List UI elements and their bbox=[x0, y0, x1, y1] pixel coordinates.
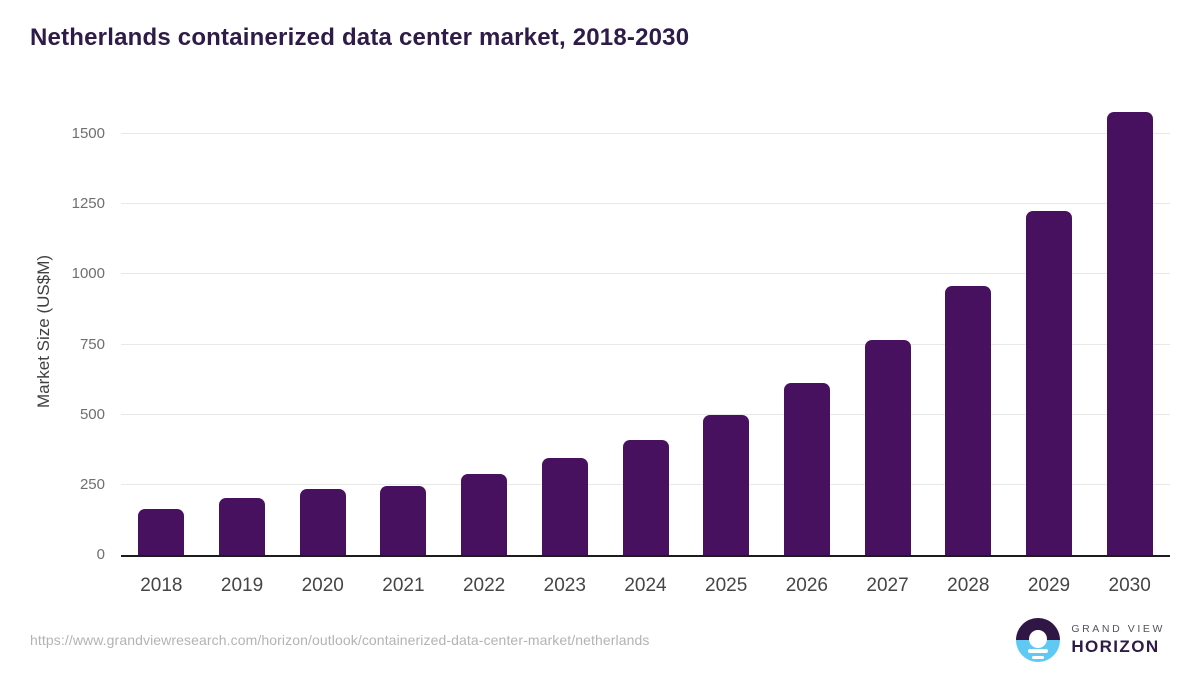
bar-2030[interactable] bbox=[1106, 112, 1153, 555]
x-tick-label-2020: 2020 bbox=[301, 575, 344, 596]
bar-2018[interactable] bbox=[138, 508, 185, 555]
bar-chart: Market Size (US$M) 0 250 500 750 1000 1250 150… bbox=[30, 82, 1170, 602]
bar-2025[interactable] bbox=[703, 414, 750, 555]
x-tick-label-2030: 2030 bbox=[1108, 575, 1151, 596]
logo-text: GRAND VIEW HORIZON bbox=[1071, 623, 1165, 657]
chart-title: Netherlands containerized data center ma… bbox=[30, 24, 690, 51]
source-url: https://www.grandviewresearch.com/horizo… bbox=[30, 632, 650, 648]
gridline-1000 bbox=[121, 273, 1170, 275]
x-tick-label-2021: 2021 bbox=[382, 575, 425, 596]
x-tick-label-2023: 2023 bbox=[543, 575, 586, 596]
bar-2023[interactable] bbox=[541, 458, 588, 555]
x-axis-line bbox=[121, 555, 1170, 557]
gridline-1500 bbox=[121, 133, 1170, 135]
bar-2021[interactable] bbox=[380, 485, 427, 555]
bar-2026[interactable] bbox=[783, 383, 830, 555]
x-tick-label-2025: 2025 bbox=[705, 575, 748, 596]
x-tick-label-2024: 2024 bbox=[624, 575, 667, 596]
y-tick-label-0: 0 bbox=[96, 546, 105, 563]
gridline-500 bbox=[121, 413, 1170, 415]
bar-2027[interactable] bbox=[864, 340, 911, 555]
y-tick-label-1500: 1500 bbox=[71, 125, 105, 143]
x-tick-label-2028: 2028 bbox=[947, 575, 990, 596]
bar-2020[interactable] bbox=[299, 489, 346, 555]
bar-2028[interactable] bbox=[945, 285, 992, 555]
y-tick-label-1250: 1250 bbox=[71, 195, 105, 213]
y-tick-label-1000: 1000 bbox=[71, 265, 105, 283]
reflection-line-icon bbox=[1032, 655, 1045, 659]
gridline-750 bbox=[121, 343, 1170, 345]
bar-2019[interactable] bbox=[219, 498, 266, 555]
horizon-sunset-icon bbox=[1016, 618, 1061, 662]
y-tick-label-250: 250 bbox=[79, 475, 105, 493]
gridline-1250 bbox=[121, 203, 1170, 205]
x-tick-label-2029: 2029 bbox=[1027, 575, 1071, 596]
bar-2029[interactable] bbox=[1025, 211, 1072, 555]
x-tick-label-2018: 2018 bbox=[140, 575, 183, 596]
x-tick-label-2027: 2027 bbox=[866, 575, 909, 596]
sun-icon bbox=[1029, 630, 1048, 648]
logo-horizon-label: HORIZON bbox=[1071, 637, 1160, 656]
x-tick-label-2019: 2019 bbox=[220, 575, 264, 596]
x-tick-label-2026: 2026 bbox=[785, 575, 829, 596]
logo-grand-view-label: GRAND VIEW bbox=[1071, 623, 1165, 635]
reflection-line-icon bbox=[1028, 649, 1049, 653]
bar-2022[interactable] bbox=[461, 473, 508, 555]
bar-2024[interactable] bbox=[622, 439, 669, 555]
y-tick-label-750: 750 bbox=[79, 335, 105, 353]
x-tick-label-2022: 2022 bbox=[462, 575, 506, 596]
footer: https://www.grandviewresearch.com/horizo… bbox=[30, 605, 1165, 675]
plot-area: 0 250 500 750 1000 1250 1500 2018 2019 2020 2021 20… bbox=[72, 106, 1170, 596]
grand-view-horizon-logo: GRAND VIEW HORIZON bbox=[1016, 618, 1165, 662]
y-tick-label-500: 500 bbox=[79, 405, 105, 423]
